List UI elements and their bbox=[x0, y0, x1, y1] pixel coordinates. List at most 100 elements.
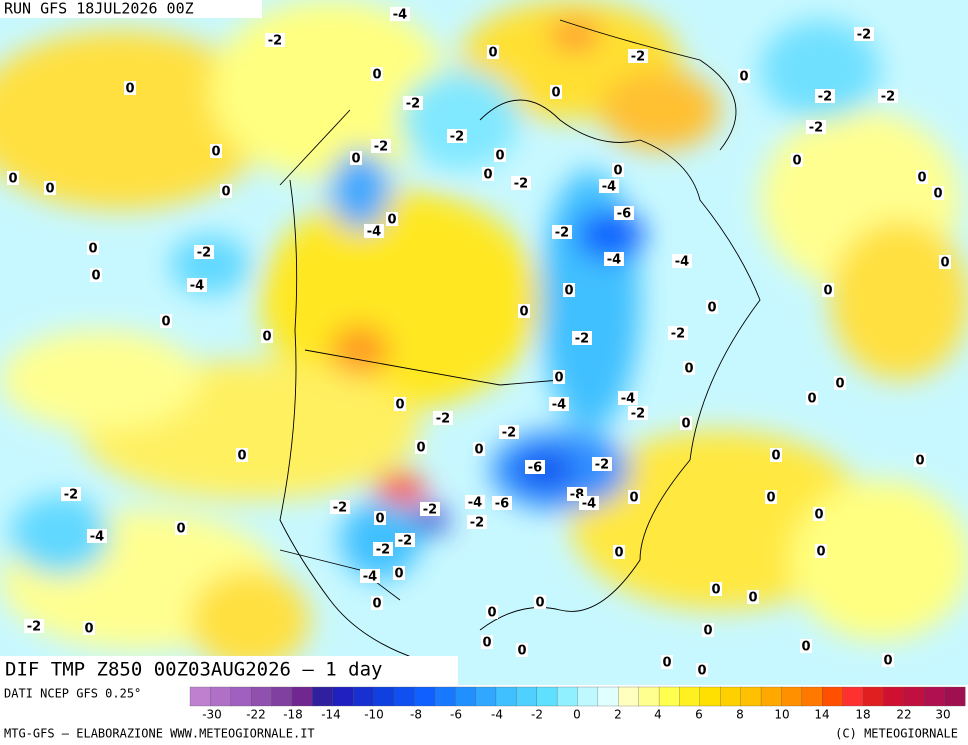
contour-label: 0 bbox=[564, 284, 573, 299]
contour-label: 0 bbox=[748, 591, 757, 606]
label-bg bbox=[800, 639, 812, 653]
contour-label: 0 bbox=[684, 362, 693, 377]
label-bg bbox=[371, 596, 383, 610]
colorbar-tick-label: 22 bbox=[896, 708, 911, 722]
label-bg bbox=[549, 397, 569, 411]
contour-label: 0 bbox=[917, 171, 926, 186]
label-bg bbox=[90, 268, 102, 282]
label-bg bbox=[210, 144, 222, 158]
color-swatch bbox=[536, 686, 558, 707]
color-swatch bbox=[658, 686, 680, 707]
contour-label: -2 bbox=[268, 34, 282, 49]
color-swatch bbox=[210, 686, 232, 707]
label-bg bbox=[175, 521, 187, 535]
color-swatch bbox=[332, 686, 354, 707]
label-bg bbox=[403, 96, 423, 110]
label-bg bbox=[481, 635, 493, 649]
contour-label: 0 bbox=[703, 624, 712, 639]
contour-label: 0 bbox=[883, 654, 892, 669]
contour-label: -2 bbox=[631, 407, 645, 422]
contour-label: -2 bbox=[514, 177, 528, 192]
color-swatch bbox=[699, 686, 721, 707]
contour-label: 0 bbox=[551, 86, 560, 101]
contour-label: -4 bbox=[552, 398, 566, 413]
colorbar-tick-label: -22 bbox=[246, 708, 266, 722]
color-swatch bbox=[353, 686, 375, 707]
label-bg bbox=[628, 49, 648, 63]
label-bg bbox=[553, 370, 565, 384]
colorbar-tick-label: -4 bbox=[491, 708, 503, 722]
label-bg bbox=[702, 623, 714, 637]
label-bg bbox=[765, 490, 777, 504]
color-swatch bbox=[312, 686, 334, 707]
color-swatch bbox=[720, 686, 742, 707]
label-bg bbox=[473, 442, 485, 456]
run-label: RUN GFS 18JUL2026 00Z bbox=[4, 0, 194, 18]
color-swatch bbox=[883, 686, 905, 707]
label-bg bbox=[770, 448, 782, 462]
label-bg bbox=[236, 448, 248, 462]
label-bg bbox=[374, 511, 386, 525]
contour-label: -2 bbox=[27, 620, 41, 635]
contour-label: 0 bbox=[535, 596, 544, 611]
color-swatch bbox=[760, 686, 782, 707]
label-bg bbox=[364, 224, 384, 238]
colorbar-tick-label: -2 bbox=[531, 708, 543, 722]
contour-label: 0 bbox=[519, 305, 528, 320]
colorbar-tick-label: 14 bbox=[814, 708, 829, 722]
contour-label: 0 bbox=[88, 242, 97, 257]
color-swatch bbox=[638, 686, 660, 707]
label-bg bbox=[791, 153, 803, 167]
colorbar-tick-label: 30 bbox=[935, 708, 950, 722]
contour-label: 0 bbox=[221, 185, 230, 200]
label-bg bbox=[612, 163, 624, 177]
label-bg bbox=[160, 314, 172, 328]
label-bg bbox=[433, 411, 453, 425]
contour-label: 0 bbox=[262, 330, 271, 345]
label-bg bbox=[516, 643, 528, 657]
color-swatch bbox=[516, 686, 538, 707]
contour-label: 0 bbox=[474, 443, 483, 458]
color-swatch bbox=[556, 686, 578, 707]
contour-label: 0 bbox=[211, 145, 220, 160]
label-bg bbox=[194, 245, 214, 259]
run-box bbox=[0, 0, 262, 18]
contour-label: -2 bbox=[374, 140, 388, 155]
label-bg bbox=[265, 33, 285, 47]
label-bg bbox=[661, 655, 673, 669]
label-bg bbox=[465, 495, 485, 509]
contour-label: 0 bbox=[554, 371, 563, 386]
contour-label: 0 bbox=[483, 168, 492, 183]
contour-label: -6 bbox=[528, 461, 542, 476]
label-bg bbox=[939, 255, 951, 269]
color-swatch bbox=[842, 686, 864, 707]
colorbar-tick-label: -30 bbox=[202, 708, 222, 722]
color-swatch bbox=[271, 686, 293, 707]
contour-label: -4 bbox=[468, 496, 482, 511]
label-bg bbox=[628, 406, 648, 420]
contour-label: 0 bbox=[614, 546, 623, 561]
label-bg bbox=[614, 206, 634, 220]
color-swatch bbox=[495, 686, 517, 707]
contour-label: -2 bbox=[671, 327, 685, 342]
contour-label: 0 bbox=[394, 567, 403, 582]
contour-label: 0 bbox=[707, 301, 716, 316]
label-bg bbox=[499, 425, 519, 439]
contour-label: 0 bbox=[45, 182, 54, 197]
label-bg bbox=[350, 151, 362, 165]
label-bg bbox=[511, 176, 531, 190]
contour-label: 0 bbox=[739, 70, 748, 85]
label-bg bbox=[878, 89, 898, 103]
colorbar-tick-label: 6 bbox=[695, 708, 703, 722]
source: DATI NCEP GFS 0.25° bbox=[4, 687, 141, 701]
color-swatch bbox=[822, 686, 844, 707]
contour-label: 0 bbox=[711, 583, 720, 598]
label-bg bbox=[668, 326, 688, 340]
color-swatch bbox=[475, 686, 497, 707]
label-bg bbox=[618, 391, 638, 405]
label-bg bbox=[534, 595, 546, 609]
color-swatch bbox=[781, 686, 803, 707]
color-swatch bbox=[618, 686, 640, 707]
label-bg bbox=[394, 397, 406, 411]
